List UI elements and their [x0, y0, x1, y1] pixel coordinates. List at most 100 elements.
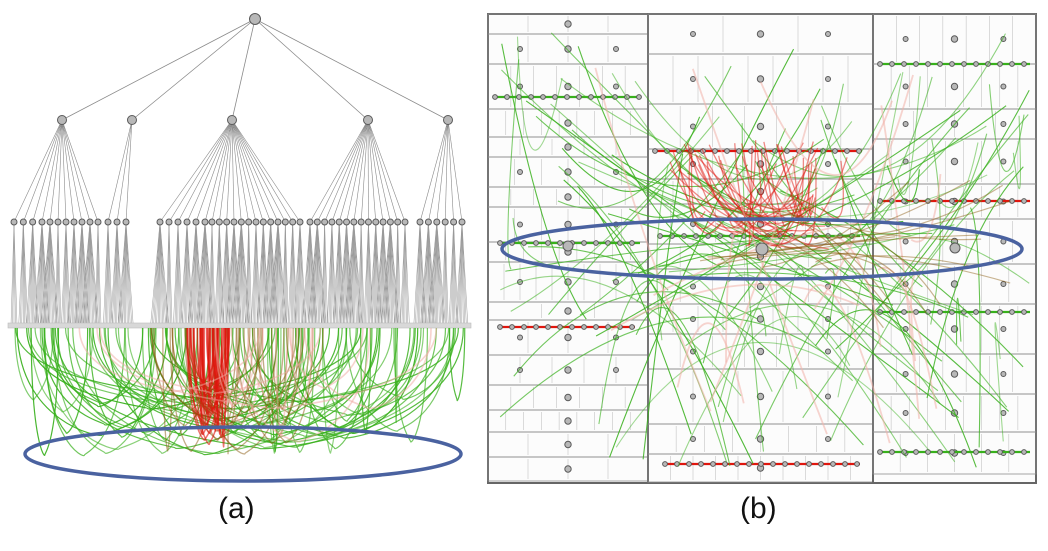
tree-edge	[324, 119, 369, 223]
treemap-node	[997, 309, 1003, 315]
tree-leaf-edge	[57, 221, 62, 326]
treemap-node	[613, 83, 619, 90]
tree-edge	[231, 119, 293, 223]
bundled-edge	[96, 327, 438, 410]
bundled-edge	[676, 322, 745, 404]
tree-node-level-2	[245, 218, 253, 226]
treemap-node	[690, 31, 696, 37]
treemap-node	[949, 198, 955, 204]
tree-edge	[231, 119, 257, 223]
bundled-edge	[727, 163, 777, 229]
bundled-edge	[448, 327, 466, 402]
bundled-edge	[610, 283, 860, 332]
bundled-edge	[702, 128, 786, 364]
tree-node-level-2	[62, 218, 70, 226]
treemap-node	[698, 461, 704, 467]
bundled-edge	[754, 174, 988, 218]
caption-panel-b: (b)	[740, 492, 777, 525]
tree-edge	[186, 119, 233, 223]
tree-edge	[231, 119, 301, 223]
treemap-node	[564, 307, 572, 315]
bundled-edge	[956, 297, 962, 345]
treemap-node	[806, 461, 812, 467]
tree-edge	[254, 18, 369, 121]
bundled-edge	[190, 327, 229, 414]
treemap-node	[517, 169, 523, 175]
tree-node-level-1	[127, 115, 137, 125]
treemap-node	[492, 94, 498, 100]
treemap-node	[564, 45, 572, 53]
tree-leaf-edge	[49, 221, 59, 326]
treemap-node	[662, 461, 668, 467]
treemap-node	[825, 348, 831, 355]
treemap-node	[612, 94, 618, 100]
tree-node-level-2	[394, 218, 402, 226]
tree-leaf-edge	[97, 221, 102, 326]
treemap-node	[581, 324, 587, 330]
tree-node-level-2	[183, 218, 191, 226]
bundled-edge	[727, 274, 798, 390]
tree-edge	[168, 119, 233, 223]
tree-edge	[61, 119, 67, 223]
tree-edge	[41, 119, 63, 223]
tree-leaf-edge	[41, 221, 50, 326]
root-node	[249, 13, 261, 25]
tree-edge	[367, 119, 406, 223]
bundled-edge	[760, 204, 982, 241]
tree-node-level-2	[321, 218, 329, 226]
bundled-edge	[550, 103, 854, 382]
bundled-edge	[162, 327, 174, 452]
treemap-node	[517, 46, 523, 52]
tree-leaf-edge	[248, 221, 252, 326]
bundled-edge	[513, 291, 758, 377]
tree-edge	[219, 119, 233, 223]
bundled-edge	[230, 327, 371, 443]
caption-panel-a: (a)	[218, 492, 255, 525]
tree-node-level-2	[192, 218, 200, 226]
bundled-edge	[994, 322, 1004, 442]
bundled-edge	[14, 327, 54, 401]
tree-leaf-edge	[375, 221, 382, 326]
tree-leaf-edge	[404, 221, 410, 326]
tree-node-level-2	[350, 218, 358, 226]
tree-node-level-2	[122, 218, 130, 226]
tree-node-level-2	[357, 218, 365, 226]
bundled-edge	[53, 327, 157, 454]
tree-edge	[231, 18, 256, 121]
bundled-edge	[285, 327, 419, 435]
tree-edge	[367, 119, 391, 223]
treemap-node	[652, 148, 658, 154]
treemap-node	[889, 449, 895, 455]
bundled-edge	[243, 327, 299, 445]
bundled-edge	[745, 152, 762, 217]
leaf-row	[7, 322, 472, 329]
treemap-node	[613, 279, 619, 285]
treemap-node	[613, 367, 619, 373]
treemap-node	[564, 220, 572, 229]
tree-edge	[61, 119, 91, 223]
tree-leaf-edge	[125, 221, 134, 326]
tree-edge	[338, 119, 369, 223]
treemap-node	[1021, 309, 1027, 315]
treemap-node	[564, 94, 570, 100]
treemap-node	[756, 347, 765, 356]
bundled-edge	[578, 161, 974, 316]
tree-node-level-2	[458, 218, 466, 226]
bundled-edge	[699, 234, 978, 262]
tree-node-level-1	[57, 115, 67, 125]
bundled-edge	[811, 255, 969, 268]
bundled-edge	[99, 327, 322, 394]
bundled-edge	[253, 327, 324, 415]
treemap-node-large	[562, 240, 574, 252]
tree-edge	[447, 119, 463, 223]
bundled-edge	[304, 327, 432, 410]
treemap-node	[629, 240, 635, 246]
bundled-edge	[88, 327, 154, 438]
treemap-node	[545, 324, 551, 330]
panel-a-tree-diagram	[7, 13, 472, 483]
tree-node-level-2	[386, 218, 394, 226]
treemap-node	[937, 449, 943, 455]
tree-edge	[231, 119, 286, 223]
tree-edge	[444, 119, 449, 223]
bundled-edge	[201, 327, 214, 419]
